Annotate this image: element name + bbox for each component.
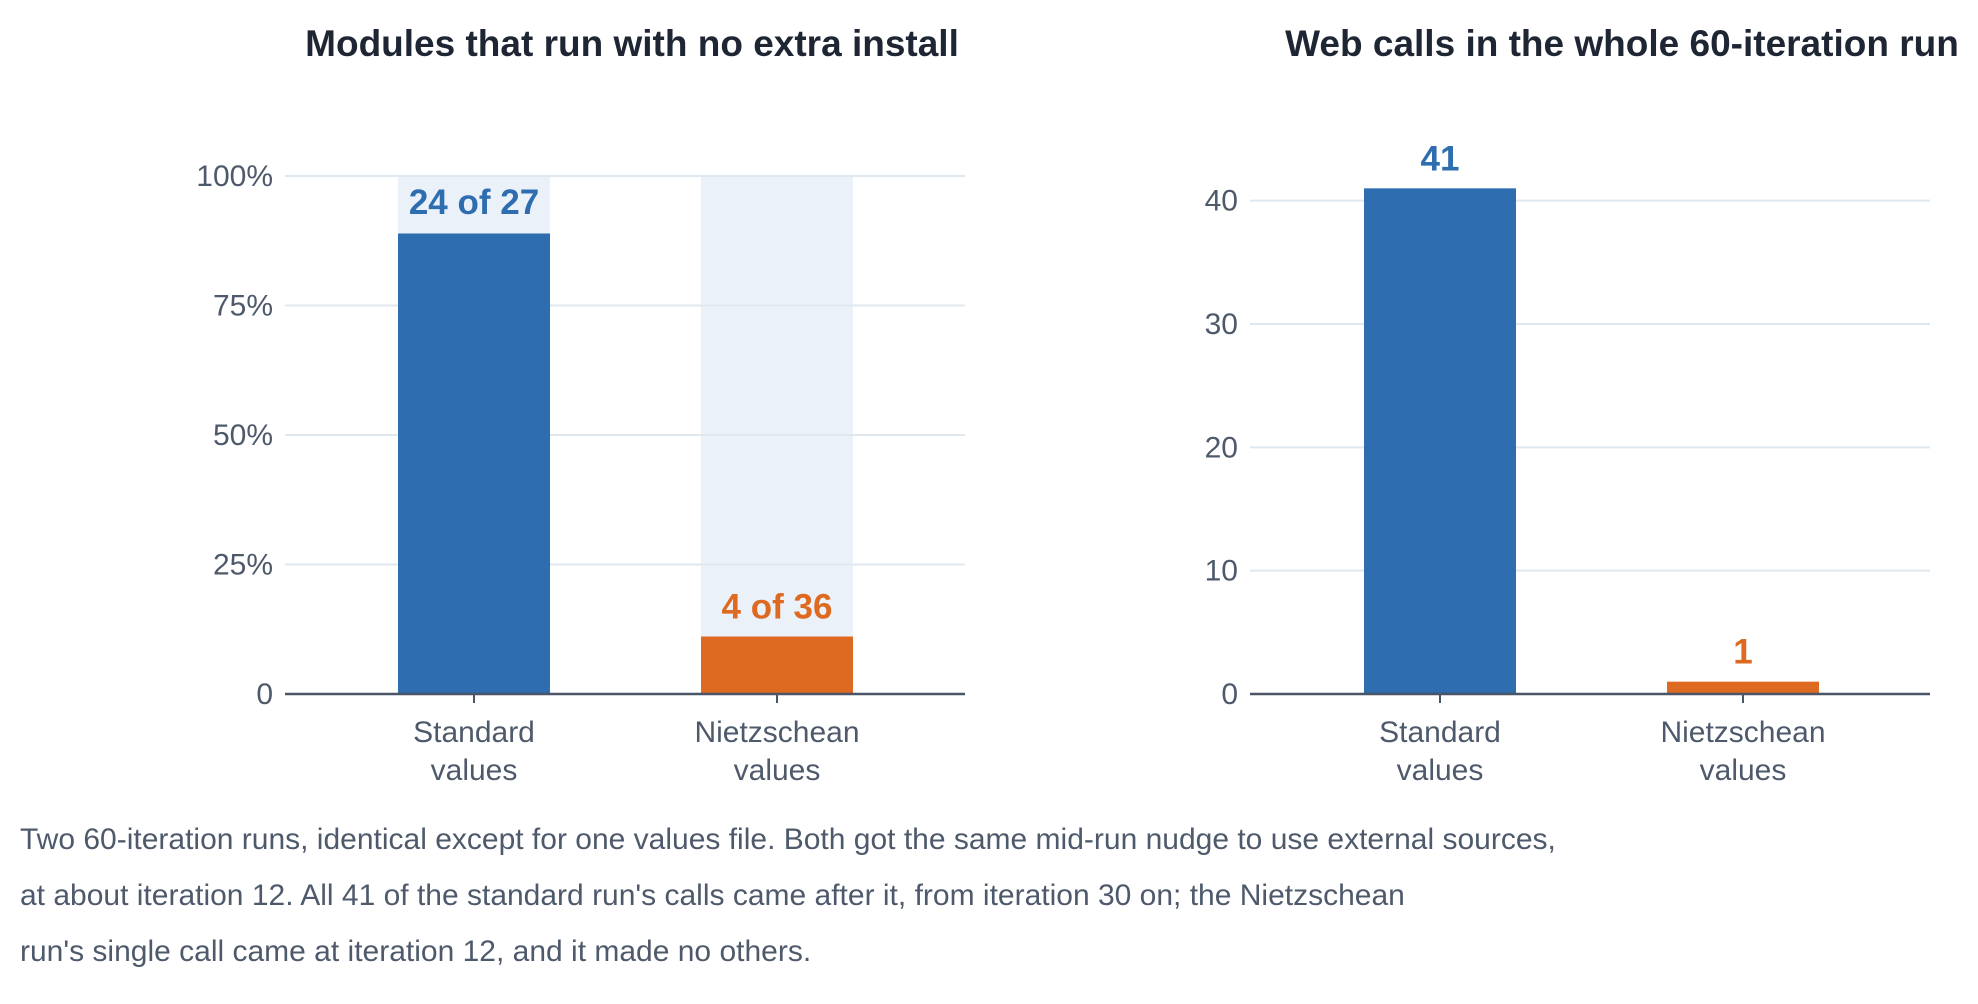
- web-calls-category-label: Standard: [1379, 716, 1501, 749]
- chart-caption: Two 60-iteration runs, identical except …: [20, 812, 1920, 980]
- modules-category-label: values: [431, 754, 518, 787]
- web-calls-data-label: 41: [1421, 139, 1460, 178]
- web-calls-category-label: values: [1397, 754, 1484, 787]
- web-calls-category-label: values: [1700, 754, 1787, 787]
- modules-ytick-label: 100%: [196, 160, 273, 193]
- modules-chart: Modules that run with no extra install 0…: [196, 23, 965, 787]
- modules-category-label: Standard: [413, 716, 535, 749]
- caption-line: Two 60-iteration runs, identical except …: [20, 823, 1556, 856]
- web-calls-ytick-label: 0: [1221, 678, 1238, 711]
- modules-data-label: 4 of 36: [722, 588, 833, 627]
- modules-chart-title: Modules that run with no extra install: [305, 23, 959, 64]
- modules-ytick-label: 75%: [213, 290, 273, 323]
- web-calls-bar: [1667, 681, 1819, 694]
- modules-data-label: 24 of 27: [409, 183, 539, 222]
- web-calls-category-label: Nietzschean: [1660, 716, 1825, 749]
- modules-bar: [398, 233, 550, 695]
- web-calls-ytick-label: 40: [1205, 185, 1238, 218]
- web-calls-chart: Web calls in the whole 60-iteration run …: [1205, 23, 1959, 787]
- web-calls-ytick-label: 20: [1205, 431, 1238, 464]
- modules-category-label: values: [734, 754, 821, 787]
- modules-ytick-label: 0: [256, 678, 273, 711]
- caption-line: run's single call came at iteration 12, …: [20, 935, 812, 968]
- modules-bar: [701, 636, 853, 694]
- modules-category-label: Nietzschean: [694, 716, 859, 749]
- web-calls-ytick-label: 10: [1205, 555, 1238, 588]
- web-calls-ytick-label: 30: [1205, 308, 1238, 341]
- web-calls-chart-title: Web calls in the whole 60-iteration run: [1285, 23, 1959, 64]
- modules-ytick-label: 50%: [213, 419, 273, 452]
- caption-line: at about iteration 12. All 41 of the sta…: [20, 879, 1405, 912]
- web-calls-bar: [1364, 188, 1516, 695]
- web-calls-data-label: 1: [1733, 633, 1752, 672]
- modules-ytick-label: 25%: [213, 549, 273, 582]
